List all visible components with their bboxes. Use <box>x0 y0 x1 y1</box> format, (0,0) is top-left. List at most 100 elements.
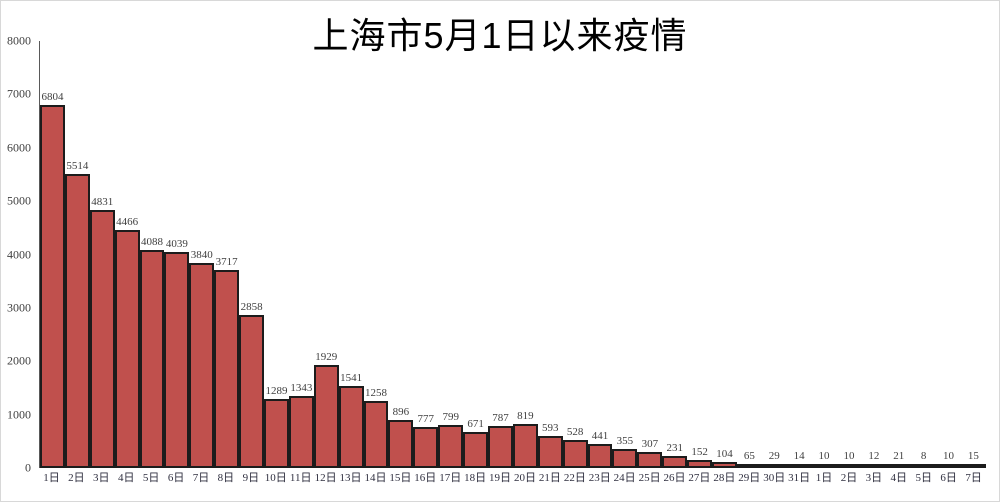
x-tick-label: 22日 <box>563 472 586 484</box>
x-tick-label: 1日 <box>43 472 60 484</box>
bar <box>40 104 65 468</box>
y-tick-label: 6000 <box>7 140 31 155</box>
bar-value-label: 896 <box>392 406 410 419</box>
bar <box>836 464 862 468</box>
bar <box>786 464 812 468</box>
bar-cell: 896 <box>388 41 414 468</box>
bar-value-label: 10 <box>943 450 954 462</box>
bar-value-label: 4466 <box>116 215 139 228</box>
bar-cell: 15 <box>960 41 986 468</box>
bar-cell: 1289 <box>264 41 289 468</box>
bar-value-label: 15 <box>967 450 979 462</box>
bar-cell: 1343 <box>288 41 314 468</box>
x-tick-label: 14日 <box>364 472 387 484</box>
bar-cell: 10 <box>836 41 862 468</box>
bar-cell: 1929 <box>313 41 339 468</box>
y-tick-label: 1000 <box>7 407 31 422</box>
bar-cell: 355 <box>612 41 638 468</box>
bar-cell: 3717 <box>214 41 240 468</box>
bar <box>239 315 265 468</box>
bar-value-label: 4039 <box>165 238 188 251</box>
x-tick-label: 4日 <box>117 472 135 484</box>
x-tick-label: 24日 <box>613 472 636 484</box>
bar-cell: 307 <box>637 41 663 468</box>
bar-cell: 29 <box>761 41 787 468</box>
x-tick-label: 2日 <box>68 472 85 484</box>
bar-cell: 2858 <box>239 41 265 468</box>
x-tick-label: 19日 <box>489 472 512 484</box>
bar-cell: 152 <box>687 41 713 468</box>
bars-row: 6804 5514 4831 4466 4088 4039 3840 3717 2858 1289… <box>40 41 986 468</box>
bar <box>189 263 215 468</box>
bar-value-label: 1289 <box>265 385 288 398</box>
bar-value-label: 14 <box>793 450 805 462</box>
bar-cell: 5514 <box>64 41 90 468</box>
x-tick-label: 8日 <box>217 472 235 484</box>
bar-cell: 8 <box>911 41 937 468</box>
bar <box>388 420 414 468</box>
x-tick-label: 7日 <box>192 472 210 484</box>
bar-cell: 65 <box>736 41 762 468</box>
bar-cell: 671 <box>463 41 489 468</box>
bar-cell: 10 <box>811 41 837 468</box>
bar-cell: 12 <box>861 41 887 468</box>
plot-area: 6804 5514 4831 4466 4088 4039 3840 3717 2858 1289… <box>39 41 986 468</box>
bar <box>114 229 140 468</box>
bar-value-label: 3717 <box>215 255 238 268</box>
x-tick-label: 11日 <box>289 472 312 484</box>
y-axis: 0 1000 2000 3000 4000 5000 6000 7000 8000 <box>1 34 33 475</box>
bar-value-label: 4088 <box>141 235 163 248</box>
bar <box>463 432 489 468</box>
bar <box>363 400 389 468</box>
x-tick-label: 15日 <box>389 472 412 484</box>
bar-cell: 787 <box>488 41 513 468</box>
bar <box>687 459 713 468</box>
bar-cell: 4831 <box>89 41 115 468</box>
bar <box>214 269 240 468</box>
bar <box>537 436 563 468</box>
bar-cell: 1541 <box>338 41 364 468</box>
x-tick-label: 30日 <box>763 472 786 484</box>
x-tick-label: 26日 <box>663 472 686 484</box>
bar-value-label: 5514 <box>66 159 89 172</box>
bar-cell: 4039 <box>164 41 190 468</box>
bar-cell: 777 <box>413 41 439 468</box>
x-tick-label: 18日 <box>464 472 487 484</box>
bar <box>64 173 90 468</box>
x-tick-label: 27日 <box>688 472 711 484</box>
bar-value-label: 441 <box>591 430 609 443</box>
bar <box>562 439 588 468</box>
x-tick-label: 21日 <box>538 472 561 484</box>
bar-value-label: 12 <box>868 450 880 462</box>
bar <box>936 464 961 468</box>
bar <box>264 399 289 468</box>
bar-cell: 4088 <box>139 41 165 468</box>
bar-cell: 3840 <box>189 41 215 468</box>
bar-value-label: 799 <box>442 411 459 424</box>
bar <box>712 462 737 468</box>
bar-cell: 799 <box>438 41 464 468</box>
x-tick-label: 13日 <box>339 472 362 484</box>
bar-cell: 441 <box>587 41 613 468</box>
bar-value-label: 355 <box>616 435 634 448</box>
bar <box>413 426 439 468</box>
bar-value-label: 10 <box>843 450 855 462</box>
x-tick-label: 28日 <box>713 472 736 484</box>
bar <box>89 210 115 468</box>
bar <box>313 365 339 468</box>
bar <box>811 464 837 468</box>
bar-cell: 6804 <box>40 41 65 468</box>
x-tick-label: 2日 <box>840 472 858 484</box>
bar-cell: 21 <box>886 41 912 468</box>
bar-value-label: 4831 <box>91 196 114 209</box>
y-tick-label: 4000 <box>7 247 31 261</box>
bar-value-label: 21 <box>893 450 905 462</box>
bar-value-label: 528 <box>566 425 584 438</box>
bar <box>911 464 937 468</box>
x-tick-label: 20日 <box>513 472 536 484</box>
x-tick-label: 7日 <box>965 472 982 484</box>
x-tick-label: 29日 <box>738 472 761 484</box>
y-tick-label: 3000 <box>7 300 31 315</box>
bar-value-label: 307 <box>641 437 659 450</box>
